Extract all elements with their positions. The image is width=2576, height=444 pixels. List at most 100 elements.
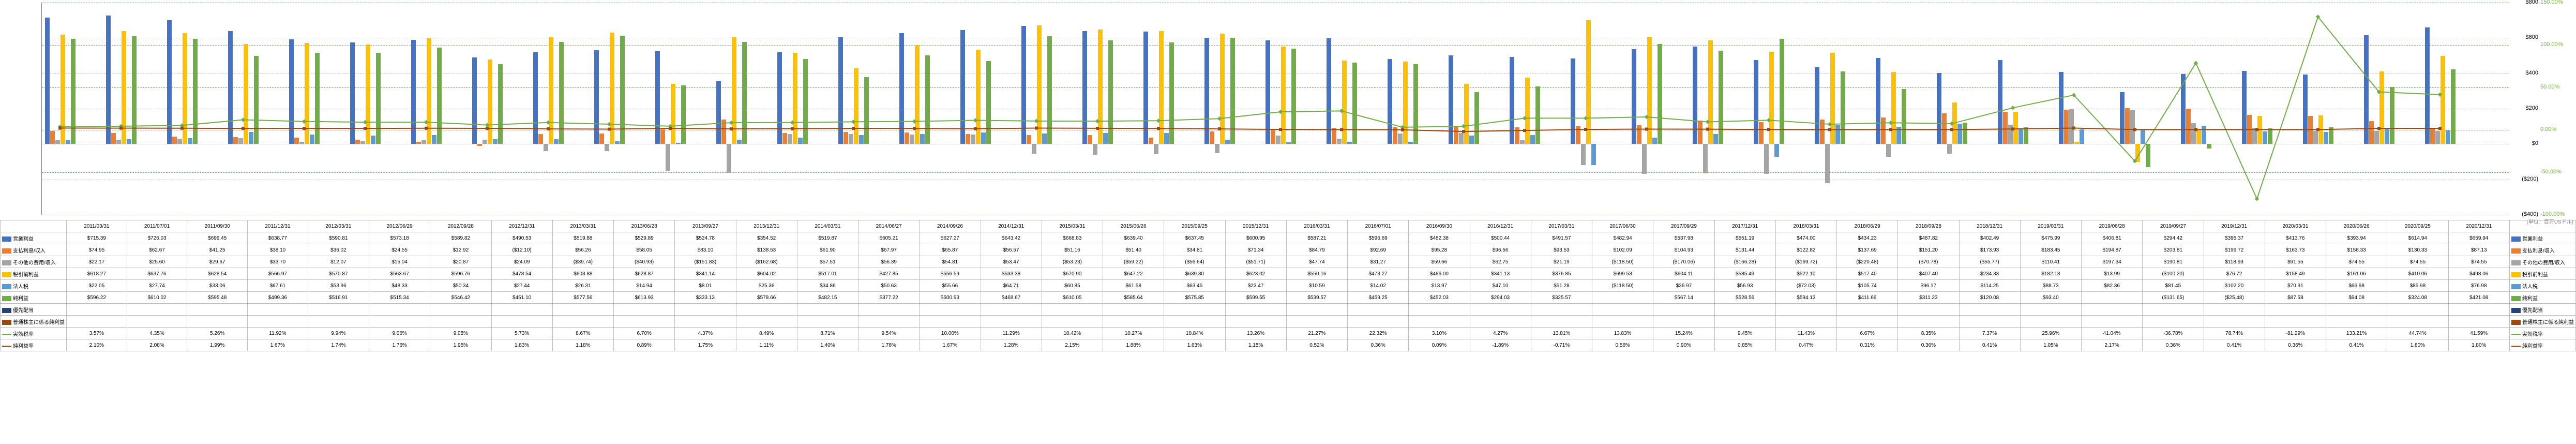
legend-left-ni: 純利益 — [1, 292, 67, 304]
bar-op — [1693, 47, 1697, 144]
bar-ni — [315, 53, 320, 144]
cell-npm: 1.99% — [187, 339, 248, 351]
cell-cni — [2082, 316, 2143, 328]
bar-oth — [1642, 144, 1647, 174]
cell-npm: 1.05% — [2020, 339, 2081, 351]
bar-tax — [188, 138, 192, 144]
cell-int: $137.69 — [1837, 244, 1898, 256]
period-header: 2012/12/31 — [491, 220, 552, 232]
cell-ptx: $517.40 — [1837, 268, 1898, 280]
bar-op — [1754, 60, 1758, 144]
bar-int — [111, 133, 116, 144]
bar-ni — [1352, 63, 1357, 144]
cell-tax: $66.98 — [2326, 280, 2387, 292]
bar-ni — [925, 55, 930, 144]
bar-tax — [1957, 124, 1962, 144]
bar-ni — [1902, 89, 1906, 144]
cell-int: $122.82 — [1775, 244, 1836, 256]
bar-tax — [798, 138, 803, 144]
bar-op — [2303, 75, 2308, 144]
cell-int: $194.87 — [2082, 244, 2143, 256]
cell-pd — [1042, 304, 1103, 316]
cell-pd — [2265, 304, 2326, 316]
cell-ni — [1592, 292, 1653, 304]
period-header: 2014/03/31 — [797, 220, 858, 232]
bar-oth — [1947, 144, 1952, 154]
period-header: 2015/09/25 — [1164, 220, 1225, 232]
bar-tax — [1225, 140, 1230, 144]
cell-cni — [1470, 316, 1531, 328]
bar-int — [1820, 120, 1825, 144]
cell-ptx: $628.87 — [614, 268, 675, 280]
legend-right-etr: 実効税率 — [2510, 328, 2576, 339]
bar-ptx — [1220, 34, 1225, 144]
cell-etr: 6.67% — [1837, 328, 1898, 339]
cell-ptx: $478.54 — [491, 268, 552, 280]
cell-cni — [2326, 316, 2387, 328]
cell-int: $138.53 — [736, 244, 797, 256]
cell-etr: 15.24% — [1653, 328, 1714, 339]
cell-op: $659.94 — [2448, 232, 2510, 244]
bar-int — [1149, 138, 1153, 144]
cell-oth: ($220.48) — [1837, 256, 1898, 268]
bar-op — [167, 20, 172, 144]
cell-cni — [675, 316, 736, 328]
cell-int: $74.95 — [67, 244, 127, 256]
bar-ptx — [854, 68, 858, 144]
cell-oth: ($59.22) — [1103, 256, 1164, 268]
cell-tax: $63.45 — [1164, 280, 1225, 292]
bar-oth — [1886, 144, 1891, 156]
cell-tax: $23.47 — [1225, 280, 1286, 292]
cell-cni — [1898, 316, 1959, 328]
period-header: 2017/06/30 — [1592, 220, 1653, 232]
cell-etr: 8.67% — [552, 328, 613, 339]
cell-int: $151.20 — [1898, 244, 1959, 256]
bar-ni — [986, 61, 991, 144]
period-header: 2015/03/31 — [1042, 220, 1103, 232]
bar-int — [2003, 112, 2008, 144]
cell-npm: 1.80% — [2387, 339, 2448, 351]
bar-ni — [681, 85, 686, 144]
cell-pd — [2387, 304, 2448, 316]
cell-ni: $411.66 — [1837, 292, 1898, 304]
cell-cni — [1409, 316, 1470, 328]
bar-tax — [615, 141, 620, 144]
cell-pd — [491, 304, 552, 316]
bar-int — [1515, 127, 1519, 144]
bar-op — [1998, 60, 2002, 144]
bar-ptx — [549, 37, 553, 144]
bar-oth — [1215, 144, 1219, 153]
period-header: 2016/03/31 — [1286, 220, 1347, 232]
cell-etr: 41.59% — [2448, 328, 2510, 339]
cell-tax: $25.36 — [736, 280, 797, 292]
cell-tax: $67.61 — [248, 280, 308, 292]
cell-pd — [430, 304, 491, 316]
cell-pd — [614, 304, 675, 316]
bar-tax — [1774, 144, 1779, 157]
bar-ptx — [976, 50, 981, 144]
cell-pd — [1409, 304, 1470, 316]
cell-npm: 0.52% — [1286, 339, 1347, 351]
bar-op — [1204, 38, 1209, 144]
legend-left-cni: 普通株主に係る純利益 — [1, 316, 67, 328]
cell-cni — [2387, 316, 2448, 328]
cell-pd — [675, 304, 736, 316]
bar-op — [1021, 26, 1026, 144]
bar-ptx — [2441, 56, 2445, 144]
cell-ptx: $410.06 — [2387, 268, 2448, 280]
cell-etr: 22.32% — [1348, 328, 1409, 339]
cell-op: $519.88 — [552, 232, 613, 244]
cell-etr: 21.27% — [1286, 328, 1347, 339]
cell-cni — [552, 316, 613, 328]
cell-pd — [1898, 304, 1959, 316]
cell-etr: 8.49% — [736, 328, 797, 339]
cell-npm: 0.36% — [1898, 339, 1959, 351]
bar-tax — [2018, 128, 2023, 144]
cell-oth: ($53.23) — [1042, 256, 1103, 268]
cell-pd — [1348, 304, 1409, 316]
bar-op — [1937, 73, 1941, 144]
bar-ni — [1963, 123, 1967, 144]
cell-etr: 13.26% — [1225, 328, 1286, 339]
bar-ptx — [1464, 84, 1469, 144]
bar-ptx — [793, 53, 797, 144]
